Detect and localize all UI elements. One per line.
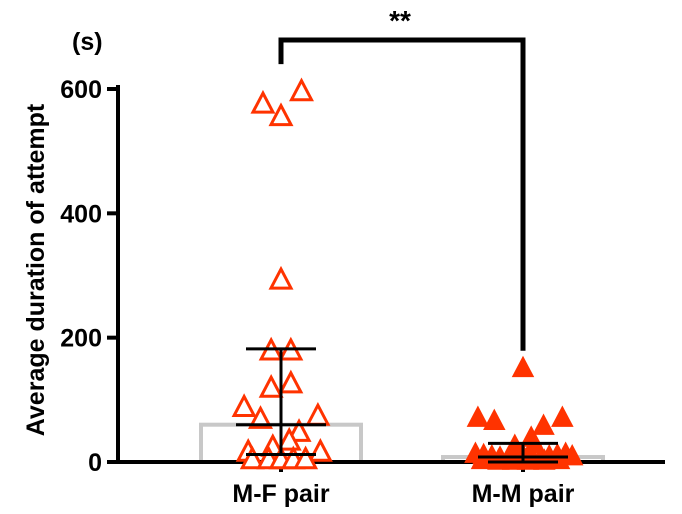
data-point bbox=[268, 265, 294, 290]
data-point bbox=[250, 89, 276, 114]
data-point bbox=[258, 374, 284, 398]
x-tick-labels: M-F pair M-M pair bbox=[232, 480, 574, 508]
x-tick-label: M-F pair bbox=[232, 480, 329, 508]
data-point bbox=[231, 393, 257, 418]
data-point bbox=[532, 413, 555, 435]
unit-label: (s) bbox=[72, 28, 103, 56]
x-tick-label: M-M pair bbox=[472, 480, 575, 508]
points-layer bbox=[231, 77, 584, 470]
y-tick-labels: 0 200 400 600 bbox=[60, 76, 102, 477]
data-point bbox=[278, 369, 304, 394]
data-point bbox=[289, 77, 314, 102]
data-point bbox=[483, 408, 506, 430]
data-point bbox=[248, 405, 273, 429]
data-point bbox=[305, 401, 331, 426]
y-tick-label: 0 bbox=[88, 449, 102, 477]
data-point bbox=[293, 445, 319, 470]
data-point bbox=[470, 447, 494, 470]
data-point bbox=[551, 405, 574, 427]
y-axis-label: Average duration of attempt bbox=[22, 103, 50, 436]
y-tick-label: 600 bbox=[60, 76, 102, 104]
data-point bbox=[307, 438, 333, 462]
data-point bbox=[560, 444, 584, 466]
data-point bbox=[286, 418, 312, 442]
significance-bracket bbox=[278, 37, 526, 351]
data-point bbox=[268, 102, 294, 127]
data-point bbox=[239, 445, 265, 470]
data-point bbox=[547, 447, 571, 470]
significance-layer: ** bbox=[278, 5, 526, 351]
y-tick-label: 400 bbox=[60, 200, 102, 228]
error-bars-layer bbox=[236, 347, 568, 464]
data-point bbox=[487, 448, 510, 470]
axes-layer bbox=[107, 85, 665, 472]
data-point bbox=[276, 426, 302, 451]
data-point bbox=[533, 448, 556, 470]
y-tick-label: 200 bbox=[60, 325, 102, 353]
data-point bbox=[466, 405, 490, 427]
data-point bbox=[511, 355, 535, 378]
significance-label: ** bbox=[389, 5, 411, 36]
data-point bbox=[501, 448, 525, 470]
